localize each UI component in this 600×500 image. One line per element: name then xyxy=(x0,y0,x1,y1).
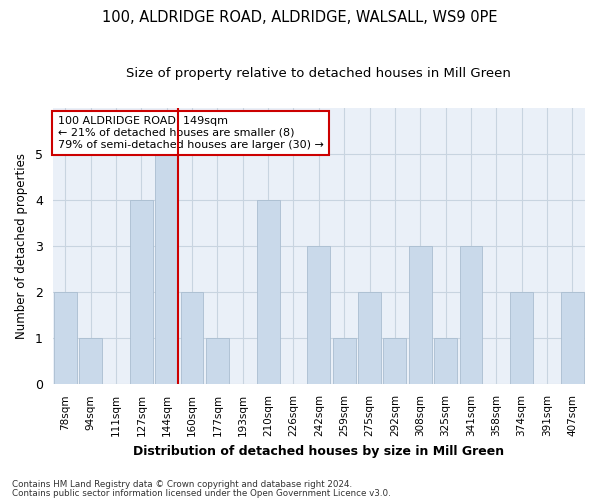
Bar xyxy=(130,200,153,384)
Text: Contains public sector information licensed under the Open Government Licence v3: Contains public sector information licen… xyxy=(12,488,391,498)
Text: Contains HM Land Registry data © Crown copyright and database right 2024.: Contains HM Land Registry data © Crown c… xyxy=(12,480,352,489)
Bar xyxy=(307,246,330,384)
Bar xyxy=(561,292,584,384)
Y-axis label: Number of detached properties: Number of detached properties xyxy=(15,153,28,339)
Bar xyxy=(383,338,406,384)
Bar xyxy=(54,292,77,384)
Text: 100, ALDRIDGE ROAD, ALDRIDGE, WALSALL, WS9 0PE: 100, ALDRIDGE ROAD, ALDRIDGE, WALSALL, W… xyxy=(102,10,498,25)
Bar xyxy=(181,292,203,384)
Bar xyxy=(434,338,457,384)
Bar xyxy=(206,338,229,384)
Bar xyxy=(460,246,482,384)
Text: 100 ALDRIDGE ROAD: 149sqm
← 21% of detached houses are smaller (8)
79% of semi-d: 100 ALDRIDGE ROAD: 149sqm ← 21% of detac… xyxy=(58,116,324,150)
Title: Size of property relative to detached houses in Mill Green: Size of property relative to detached ho… xyxy=(127,68,511,80)
Bar xyxy=(510,292,533,384)
X-axis label: Distribution of detached houses by size in Mill Green: Distribution of detached houses by size … xyxy=(133,444,505,458)
Bar xyxy=(257,200,280,384)
Bar xyxy=(333,338,356,384)
Bar xyxy=(358,292,381,384)
Bar xyxy=(79,338,102,384)
Bar xyxy=(155,154,178,384)
Bar xyxy=(409,246,431,384)
